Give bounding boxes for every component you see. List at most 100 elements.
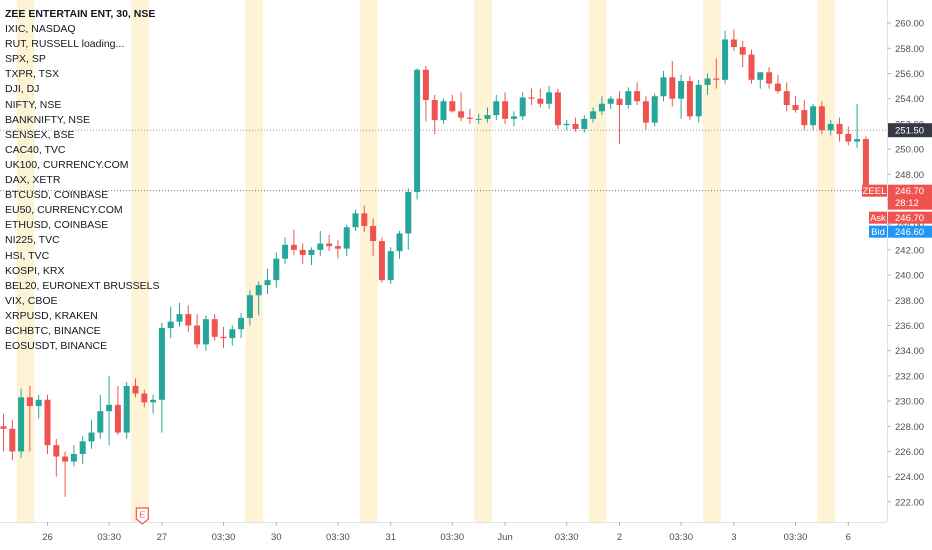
candle	[290, 229, 297, 255]
candle	[326, 234, 333, 252]
compare-symbol-label[interactable]: VIX, CBOE	[5, 294, 58, 307]
compare-symbol-label[interactable]: EOSUSDT, BINANCE	[5, 340, 108, 353]
candle	[334, 239, 341, 259]
candle	[150, 394, 157, 414]
candle	[414, 68, 421, 200]
candle	[238, 312, 245, 339]
candle	[563, 120, 570, 131]
candle	[686, 76, 693, 121]
candle	[827, 120, 834, 136]
y-tick-label: 228.00	[895, 422, 924, 433]
earnings-marker[interactable]: E	[135, 507, 149, 525]
candle-body	[238, 317, 245, 330]
candle-body	[634, 91, 641, 102]
compare-symbol-label[interactable]: EU50, CURRENCY.COM	[5, 204, 123, 217]
x-tick-label: 30	[271, 532, 282, 543]
candle	[845, 126, 852, 146]
candle-body	[431, 99, 438, 121]
candle	[211, 314, 218, 341]
y-tick-label: 236.00	[895, 321, 924, 332]
y-tick-label: 250.00	[895, 145, 924, 156]
compare-symbol-label[interactable]: UK100, CURRENCY.COM	[5, 158, 129, 171]
candle-body	[792, 105, 799, 111]
compare-symbol-label[interactable]: NI225, TVC	[5, 234, 60, 247]
candle	[836, 117, 843, 142]
bid-price-tag	[888, 225, 932, 238]
candle	[88, 419, 95, 449]
candle-body	[62, 456, 69, 462]
candle	[537, 88, 544, 108]
candle	[352, 209, 359, 231]
candle	[625, 87, 632, 109]
compare-symbol-label[interactable]: BEL20, EURONEXT BRUSSELS	[5, 279, 160, 292]
candle	[282, 237, 289, 264]
candle	[660, 70, 667, 102]
candle	[370, 218, 377, 257]
candle	[62, 451, 69, 497]
y-tick-label: 234.00	[895, 346, 924, 357]
candle-body	[44, 399, 51, 446]
crosshair-price-tag	[888, 123, 932, 138]
compare-symbol-label[interactable]: HSI, TVC	[5, 249, 50, 262]
price-reference-lines	[0, 129, 887, 192]
candle	[757, 72, 764, 89]
compare-symbol-label[interactable]: DJI, DJ	[5, 83, 40, 96]
candle	[264, 268, 271, 294]
compare-symbol-label[interactable]: XRPUSD, KRAKEN	[5, 309, 98, 322]
earnings-marker-icon	[135, 507, 149, 525]
y-tick-label: 248.00	[895, 170, 924, 181]
candle-body	[299, 249, 306, 255]
compare-symbol-label[interactable]: CAC40, TVC	[5, 143, 66, 156]
candle-body	[97, 411, 104, 433]
candle	[220, 326, 227, 349]
compare-symbol-label[interactable]: TXPR, TSX	[5, 68, 60, 81]
compare-symbol-label[interactable]: BANKNIFTY, NSE	[5, 113, 90, 126]
candle	[405, 188, 412, 250]
candle	[44, 394, 51, 454]
x-tick-label: 3	[731, 532, 736, 543]
candle	[634, 82, 641, 106]
candle	[546, 86, 553, 109]
candle-body	[528, 97, 535, 99]
last-price-value: 246.70	[895, 186, 924, 197]
candle	[581, 115, 588, 133]
compare-symbol-label[interactable]: SPX, SP	[5, 53, 46, 66]
candle	[141, 389, 148, 408]
candles	[0, 29, 878, 497]
compare-symbol-label[interactable]: NIFTY, NSE	[5, 98, 62, 111]
compare-symbol-label[interactable]: BCHBTC, BINANCE	[5, 324, 101, 337]
candle-body	[757, 72, 764, 80]
candle	[854, 103, 861, 148]
candle-body	[70, 453, 77, 462]
compare-symbol-label[interactable]: BTCUSD, COINBASE	[5, 189, 109, 202]
candle	[572, 117, 579, 132]
compare-symbol-label[interactable]: SENSEX, BSE	[5, 128, 75, 141]
candle-body	[686, 81, 693, 117]
candle	[528, 88, 535, 106]
candle	[176, 302, 183, 327]
compare-symbol-label[interactable]: DAX, XETR	[5, 174, 61, 187]
candle	[774, 74, 781, 94]
compare-symbol-label[interactable]: RUT, RUSSELL loading...	[5, 38, 125, 51]
y-tick-label: 232.00	[895, 371, 924, 382]
x-tick-label: 03:30	[212, 532, 236, 543]
y-tick-label: 254.00	[895, 94, 924, 105]
main-symbol-label[interactable]: ZEE ENTERTAIN ENT, 30, NSE	[5, 8, 156, 20]
candle	[766, 67, 773, 89]
candle-body	[246, 295, 253, 318]
candle	[79, 436, 86, 465]
y-tick-label: 258.00	[895, 44, 924, 55]
candle-body	[581, 118, 588, 129]
candle	[255, 281, 262, 316]
symbol-tag-label: ZEEL	[863, 186, 887, 197]
compare-symbol-label[interactable]: ETHUSD, COINBASE	[5, 219, 109, 232]
candle	[123, 382, 130, 439]
compare-symbol-label[interactable]: KOSPI, KRX	[5, 264, 65, 277]
compare-symbol-label[interactable]: IXIC, NASDAQ	[5, 23, 76, 36]
candle	[713, 58, 720, 89]
candle	[810, 103, 817, 131]
candle-body	[572, 123, 579, 129]
candle-body	[387, 251, 394, 281]
candle	[458, 92, 465, 122]
